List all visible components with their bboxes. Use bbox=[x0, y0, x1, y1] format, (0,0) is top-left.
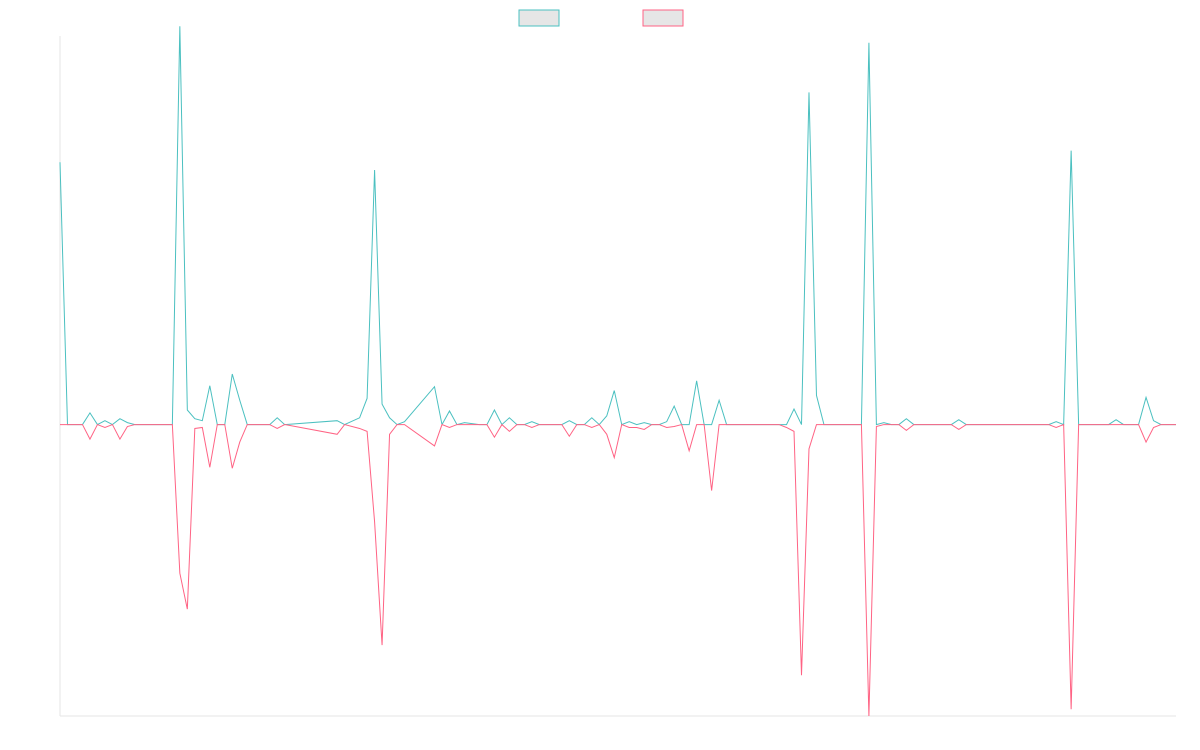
legend bbox=[518, 9, 684, 27]
axes bbox=[59, 36, 1176, 717]
series-line-2 bbox=[60, 423, 1176, 717]
series-layer bbox=[59, 26, 1176, 717]
legend-swatch-2[interactable] bbox=[642, 9, 684, 27]
legend-swatch-1[interactable] bbox=[518, 9, 560, 27]
legend-item-2[interactable] bbox=[642, 9, 684, 27]
legend-item-1[interactable] bbox=[518, 9, 560, 27]
series-line-1 bbox=[59, 26, 1176, 427]
